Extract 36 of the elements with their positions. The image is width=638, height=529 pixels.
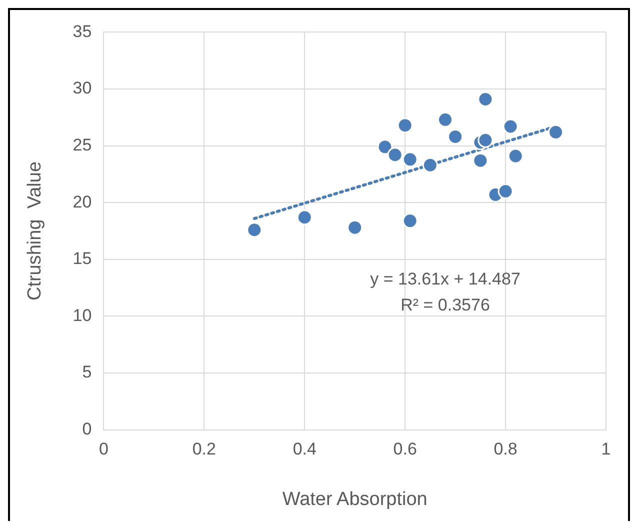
y-tick-label: 30 <box>72 78 92 98</box>
y-tick-label: 0 <box>82 419 92 438</box>
x-axis-title: Water Absorption <box>282 488 428 510</box>
y-axis-title: Ctrushing Value <box>24 161 46 301</box>
point <box>498 183 514 199</box>
point <box>387 147 403 163</box>
y-tick-label: 5 <box>82 362 92 382</box>
y-tick-label: 20 <box>72 192 92 212</box>
y-tick-label: 10 <box>72 306 92 325</box>
x-tick-label: 0.2 <box>192 440 216 459</box>
point <box>402 213 418 229</box>
y-tick-label: 15 <box>72 249 92 268</box>
x-tick-label: 0.6 <box>393 440 417 459</box>
point <box>478 132 494 148</box>
point <box>478 91 494 107</box>
point <box>438 112 454 128</box>
annotation: R² = 0.3576 <box>400 296 490 315</box>
point <box>508 148 524 164</box>
x-tick-label: 0 <box>98 440 108 459</box>
point <box>397 118 413 134</box>
point <box>402 152 418 168</box>
x-tick-label: 0.8 <box>494 440 518 459</box>
point <box>448 128 464 144</box>
point <box>377 139 393 155</box>
point <box>502 118 518 134</box>
x-tick-label: 1 <box>601 440 611 459</box>
point <box>472 152 488 168</box>
point <box>347 220 363 236</box>
y-tick-label: 35 <box>72 22 92 41</box>
point <box>246 222 262 238</box>
y-tick-label: 25 <box>72 135 92 154</box>
point <box>296 210 312 226</box>
point <box>422 157 438 173</box>
point <box>548 124 564 140</box>
annotation: y = 13.61x + 14.487 <box>370 270 520 289</box>
x-tick-label: 0.4 <box>292 440 316 459</box>
